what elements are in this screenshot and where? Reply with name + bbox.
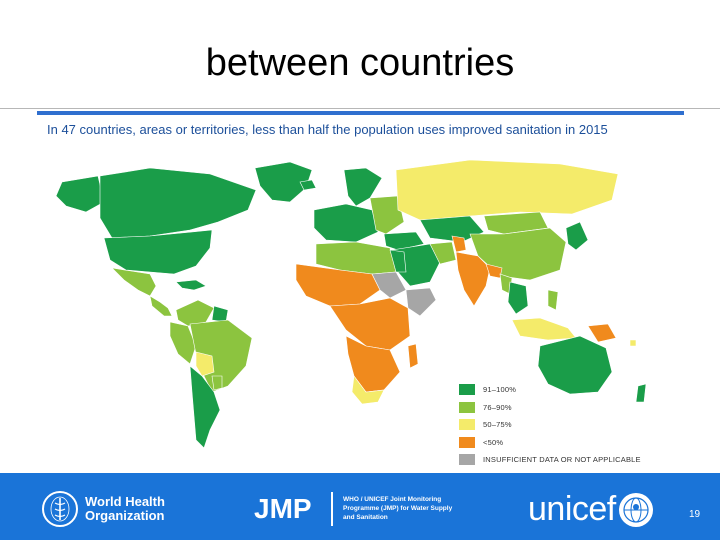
region-south-africa (351, 375, 385, 405)
region-papua-new-guinea (587, 323, 617, 343)
jmp-desc-line2: Programme (JMP) for Water Supply (343, 505, 453, 512)
jmp-divider (331, 492, 333, 526)
region-nepal-bangladesh (485, 263, 503, 279)
legend-label: 76–90% (483, 402, 512, 412)
legend-label: <50% (483, 437, 504, 447)
region-paraguay (211, 375, 223, 391)
region-peru-ecuador (169, 321, 197, 365)
region-egypt (389, 249, 407, 273)
legend-item-76-90: 76–90% (459, 399, 641, 416)
legend-item-91-100: 91–100% (459, 381, 641, 398)
who-name-line2: Organization (85, 508, 165, 523)
region-colombia-venezuela (175, 299, 215, 327)
unicef-wordmark: unicef (528, 490, 616, 528)
region-alaska (55, 175, 105, 213)
region-bolivia (195, 351, 215, 377)
legend-swatch (459, 454, 475, 465)
region-indonesia (511, 317, 577, 341)
region-new-zealand (635, 383, 647, 403)
region-pakistan-india (455, 251, 491, 307)
legend-label: 50–75% (483, 420, 512, 429)
region-horn-of-africa (405, 287, 437, 317)
region-iran (429, 241, 457, 265)
region-pacific-islands (629, 339, 637, 347)
title-divider (0, 108, 720, 109)
legend-swatch (459, 419, 475, 430)
legend-item-50-75: 50–75% (459, 416, 641, 433)
jmp-logo: JMP (254, 493, 312, 524)
legend-swatch (459, 401, 475, 413)
region-western-europe (313, 203, 379, 243)
legend-item-under-50: <50% (459, 434, 641, 451)
who-name-line1: World Health (85, 494, 165, 509)
legend-swatch (459, 436, 475, 448)
region-indochina (507, 281, 529, 315)
who-emblem-icon (42, 491, 78, 527)
region-central-africa (329, 297, 411, 351)
region-iceland (299, 179, 317, 191)
slide-title: between countries (205, 42, 515, 84)
region-usa (103, 229, 213, 275)
region-eastern-europe (369, 195, 405, 235)
map-caption: In 47 countries, areas or territories, l… (47, 122, 608, 137)
region-korea-japan (565, 221, 589, 251)
page-number: 19 (689, 509, 701, 520)
legend-swatch (459, 384, 475, 395)
legend-item-insufficient: INSUFFICIENT DATA OR NOT APPLICABLE (459, 451, 641, 468)
region-madagascar (407, 343, 419, 369)
who-logo: World Health Organization (42, 491, 165, 527)
legend-label: INSUFFICIENT DATA OR NOT APPLICABLE (483, 455, 641, 464)
map-legend: 91–100% 76–90% 50–75% <50% INSUFFICIENT … (459, 381, 641, 469)
region-central-america (149, 295, 173, 317)
region-philippines (547, 289, 559, 311)
jmp-description: WHO / UNICEF Joint Monitoring Programme … (343, 495, 483, 522)
jmp-desc-line3: and Sanitation (343, 514, 388, 521)
footer-bar: World Health Organization JMP WHO / UNIC… (0, 473, 720, 540)
unicef-globe-icon (618, 492, 653, 527)
world-sanitation-map (55, 159, 647, 449)
region-sudan (371, 271, 407, 299)
region-chile-argentina (189, 365, 221, 449)
unicef-logo: unicef (528, 490, 653, 529)
region-canada (99, 167, 257, 239)
region-australia (537, 335, 613, 395)
jmp-desc-line1: WHO / UNICEF Joint Monitoring (343, 496, 442, 503)
region-russia (395, 159, 619, 221)
region-afghanistan (451, 235, 467, 253)
region-greenland (254, 161, 313, 203)
region-guianas (211, 305, 229, 323)
legend-label: 91–100% (483, 385, 517, 394)
region-caribbean (175, 279, 207, 291)
map-header-bar (37, 111, 684, 115)
